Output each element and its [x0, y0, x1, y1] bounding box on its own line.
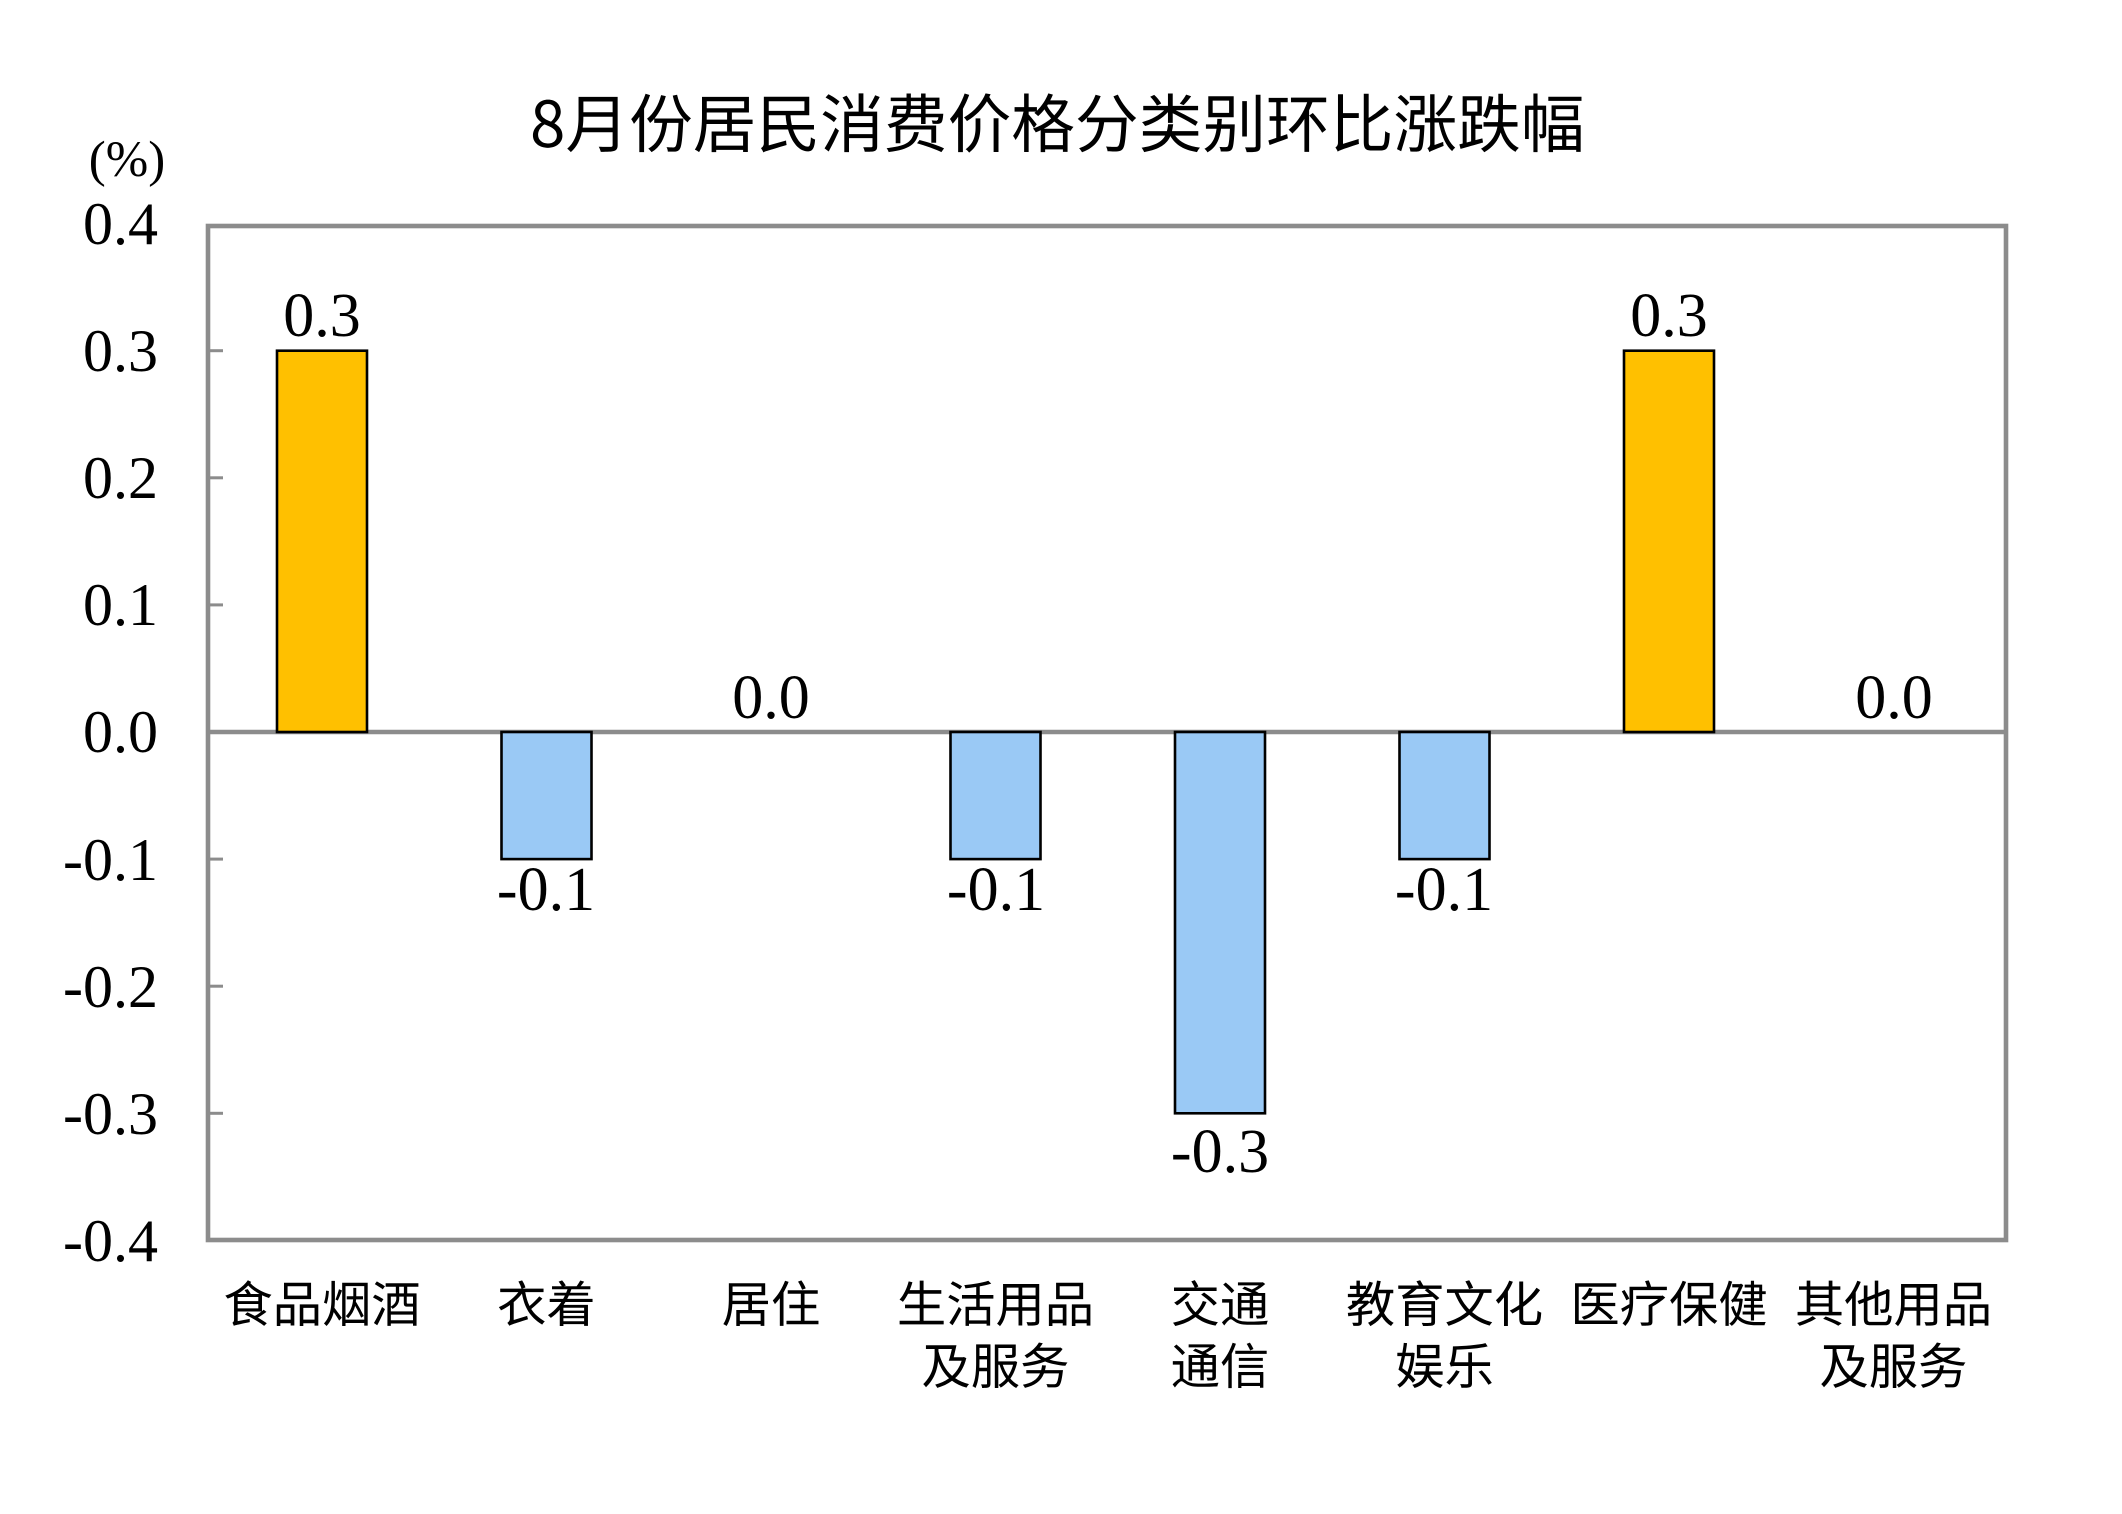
svg-text:0.2: 0.2 [83, 445, 158, 511]
svg-text:-0.3: -0.3 [63, 1081, 158, 1147]
svg-text:0.4: 0.4 [83, 191, 158, 257]
svg-text:(%): (%) [89, 132, 165, 188]
svg-text:-0.1: -0.1 [1395, 856, 1493, 924]
svg-text:0.1: 0.1 [83, 572, 158, 638]
svg-text:-0.3: -0.3 [1171, 1118, 1269, 1186]
svg-text:0.0: 0.0 [732, 664, 810, 732]
svg-text:-0.2: -0.2 [63, 954, 158, 1020]
svg-text:0.0: 0.0 [1855, 664, 1933, 732]
svg-text:0.3: 0.3 [283, 282, 361, 350]
svg-text:-0.1: -0.1 [497, 856, 595, 924]
svg-text:0.0: 0.0 [83, 699, 158, 765]
svg-text:-0.1: -0.1 [947, 856, 1045, 924]
svg-text:0.3: 0.3 [1630, 282, 1708, 350]
svg-text:-0.1: -0.1 [63, 827, 158, 893]
svg-text:-0.4: -0.4 [63, 1208, 158, 1274]
svg-text:0.3: 0.3 [83, 318, 158, 384]
